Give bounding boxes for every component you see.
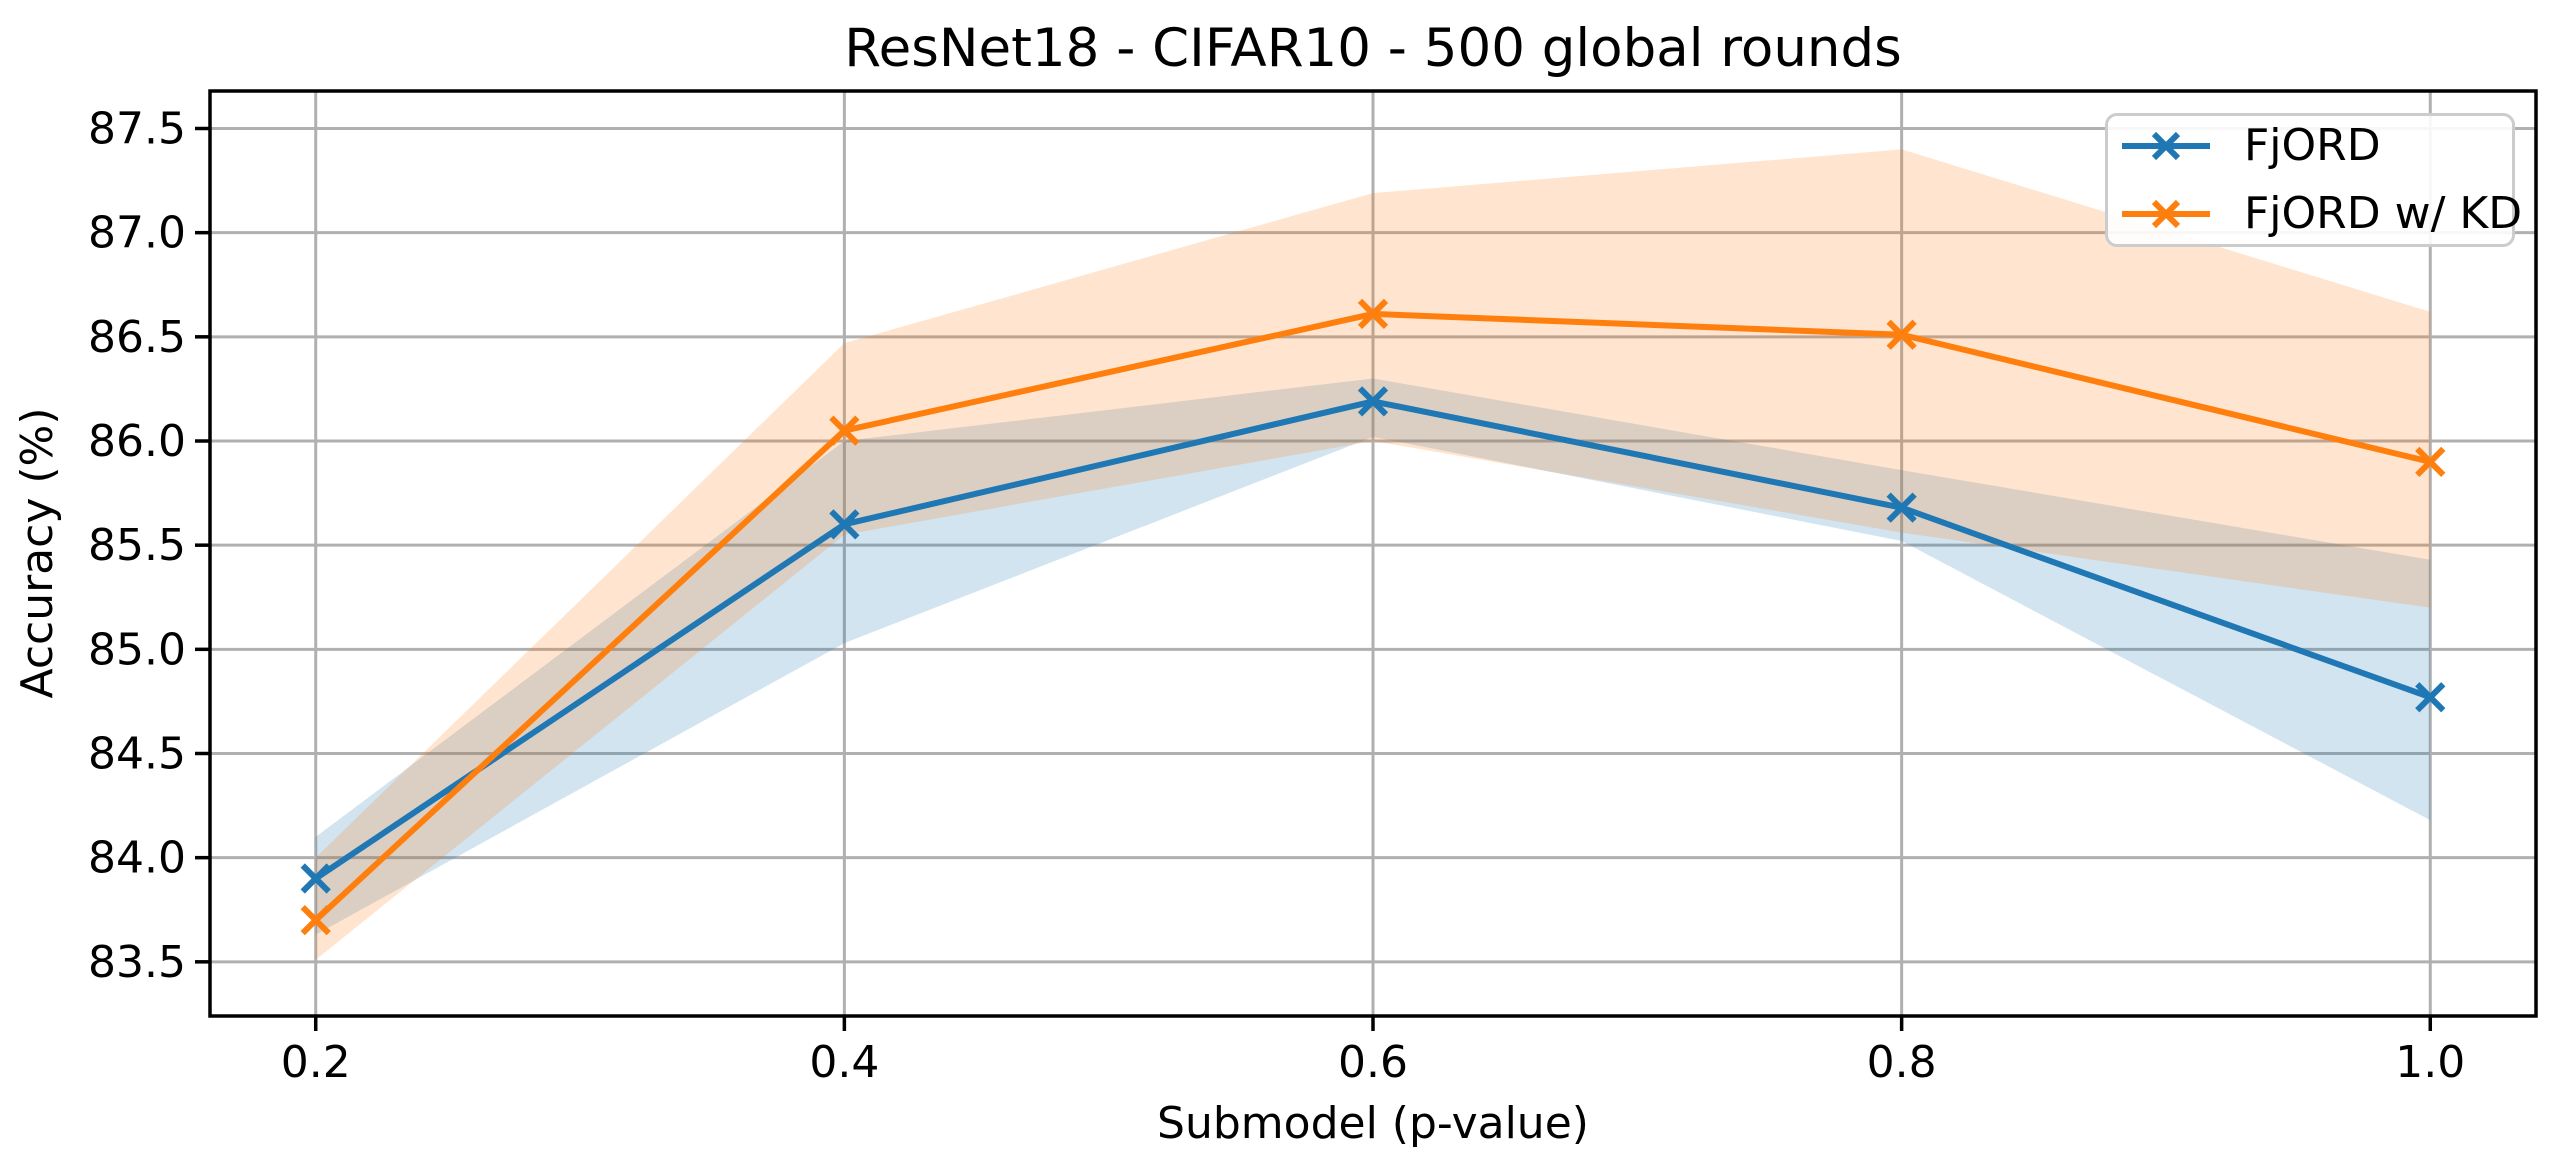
x-tick-label: 1.0	[2395, 1037, 2465, 1088]
band-layer	[315, 149, 2431, 960]
axis-layer	[195, 89, 2538, 1031]
data-point-marker-0	[2415, 682, 2446, 713]
y-tick-label: 84.5	[88, 729, 186, 780]
x-tick-label: 0.2	[281, 1037, 351, 1088]
y-tick-label: 83.5	[88, 937, 186, 988]
data-point-marker-1	[1886, 319, 1917, 350]
data-point-marker-1	[829, 415, 860, 446]
y-tick-label: 87.0	[88, 208, 186, 259]
ticklabel-layer: 0.2 0.4 0.6 0.8 1.0 83.5 84.0 84.5 85.0 85.5 86.0 8…	[88, 104, 2465, 1089]
legend-label-fjord: FjORD	[2244, 120, 2381, 171]
line-layer	[300, 298, 2446, 936]
y-tick-label: 85.5	[88, 520, 186, 571]
legend-x-marker-icon	[2151, 199, 2181, 229]
confidence-band-1	[315, 149, 2431, 960]
y-tick-label: 84.0	[88, 833, 186, 884]
legend: FjORD FjORD w/ KD	[2105, 113, 2522, 247]
y-tick-label: 86.0	[88, 416, 186, 467]
x-tick-label: 0.4	[809, 1037, 879, 1088]
legend-label-fjord-kd: FjORD w/ KD	[2244, 188, 2523, 239]
legend-line-sample-fjord	[2122, 131, 2210, 161]
chart-title: ResNet18 - CIFAR10 - 500 global rounds	[844, 18, 1902, 79]
y-tick-label: 86.5	[88, 312, 186, 363]
data-point-marker-1	[1357, 298, 1389, 330]
x-axis-label: Submodel (p-value)	[1157, 1098, 1589, 1149]
data-point-marker-0	[829, 509, 860, 540]
x-tick-label: 0.6	[1338, 1037, 1408, 1088]
y-tick-label: 85.0	[88, 624, 186, 675]
y-tick-label: 87.5	[88, 104, 186, 155]
y-axis-label: Accuracy (%)	[12, 407, 63, 698]
legend-item-fjord-kd: FjORD w/ KD	[2120, 188, 2522, 240]
data-point-marker-0	[1357, 386, 1389, 417]
data-point-marker-1	[300, 905, 331, 936]
legend-item-fjord: FjORD	[2120, 120, 2500, 172]
confidence-band-0	[315, 378, 2431, 935]
legend-x-marker-icon	[2151, 131, 2181, 161]
data-point-marker-0	[300, 863, 331, 894]
data-point-marker-1	[2415, 446, 2446, 477]
legend-line-sample-fjord-kd	[2122, 199, 2210, 229]
x-tick-label: 0.8	[1867, 1037, 1937, 1088]
data-point-marker-0	[1886, 492, 1917, 523]
